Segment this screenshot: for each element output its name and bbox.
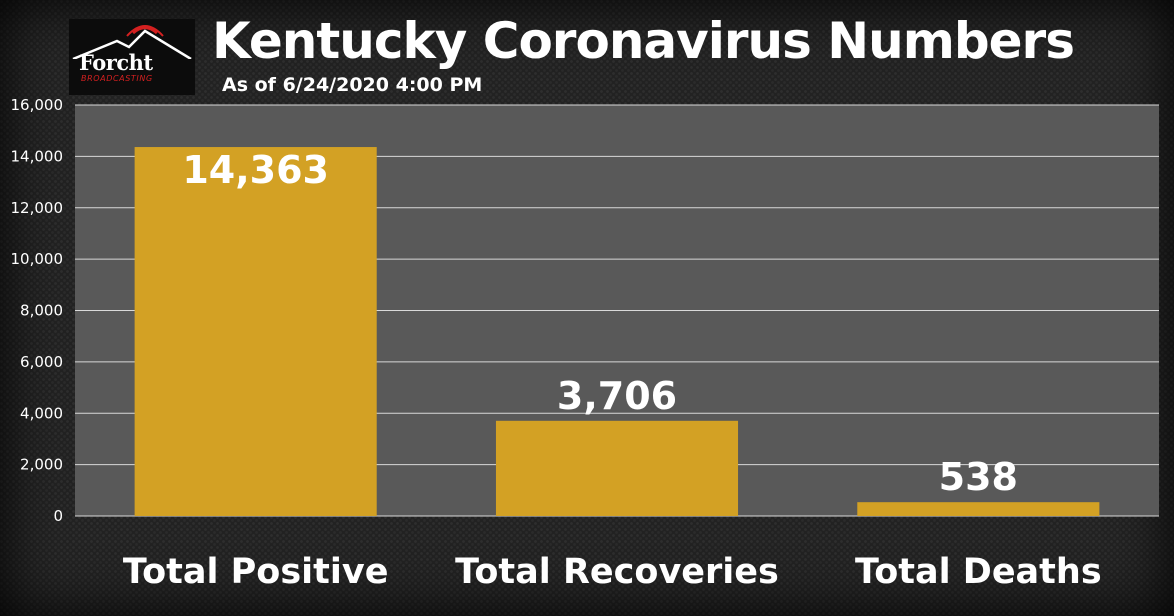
y-axis: 0 2,000 4,000 6,000 8,000 10,000 12,000 14,000 1… <box>11 96 64 525</box>
data-labels: 14,363 3,706 538 <box>182 148 1018 499</box>
bar-value-label: 538 <box>939 455 1018 499</box>
category-label: Total Deaths <box>855 552 1102 592</box>
bar-series <box>134 147 1100 517</box>
y-tick-label: 4,000 <box>20 404 63 422</box>
y-tick-label: 16,000 <box>11 96 64 114</box>
bar-value-label: 14,363 <box>182 148 329 192</box>
x-axis: Total Positive Total Recoveries Total Deat… <box>123 552 1102 592</box>
y-tick-label: 0 <box>53 507 63 525</box>
y-tick-label: 2,000 <box>20 456 63 474</box>
chart-title: Kentucky Coronavirus Numbers <box>212 12 1075 70</box>
bar <box>495 420 739 516</box>
mountain-icon <box>72 25 192 59</box>
bar <box>857 502 1100 516</box>
category-label: Total Recoveries <box>455 552 779 592</box>
logo-tagline: BROADCASTING <box>81 74 153 83</box>
y-tick-label: 14,000 <box>11 147 64 165</box>
bar-value-label: 3,706 <box>557 374 677 418</box>
category-label: Total Positive <box>123 552 389 592</box>
y-tick-label: 10,000 <box>11 250 64 268</box>
bar <box>134 147 377 517</box>
y-tick-label: 8,000 <box>20 302 63 320</box>
y-tick-label: 6,000 <box>20 353 63 371</box>
forcht-logo: Forcht BROADCASTING <box>69 19 195 95</box>
chart-subtitle: As of 6/24/2020 4:00 PM <box>222 74 483 96</box>
logo-name: Forcht <box>79 50 153 75</box>
y-tick-label: 12,000 <box>11 199 64 217</box>
